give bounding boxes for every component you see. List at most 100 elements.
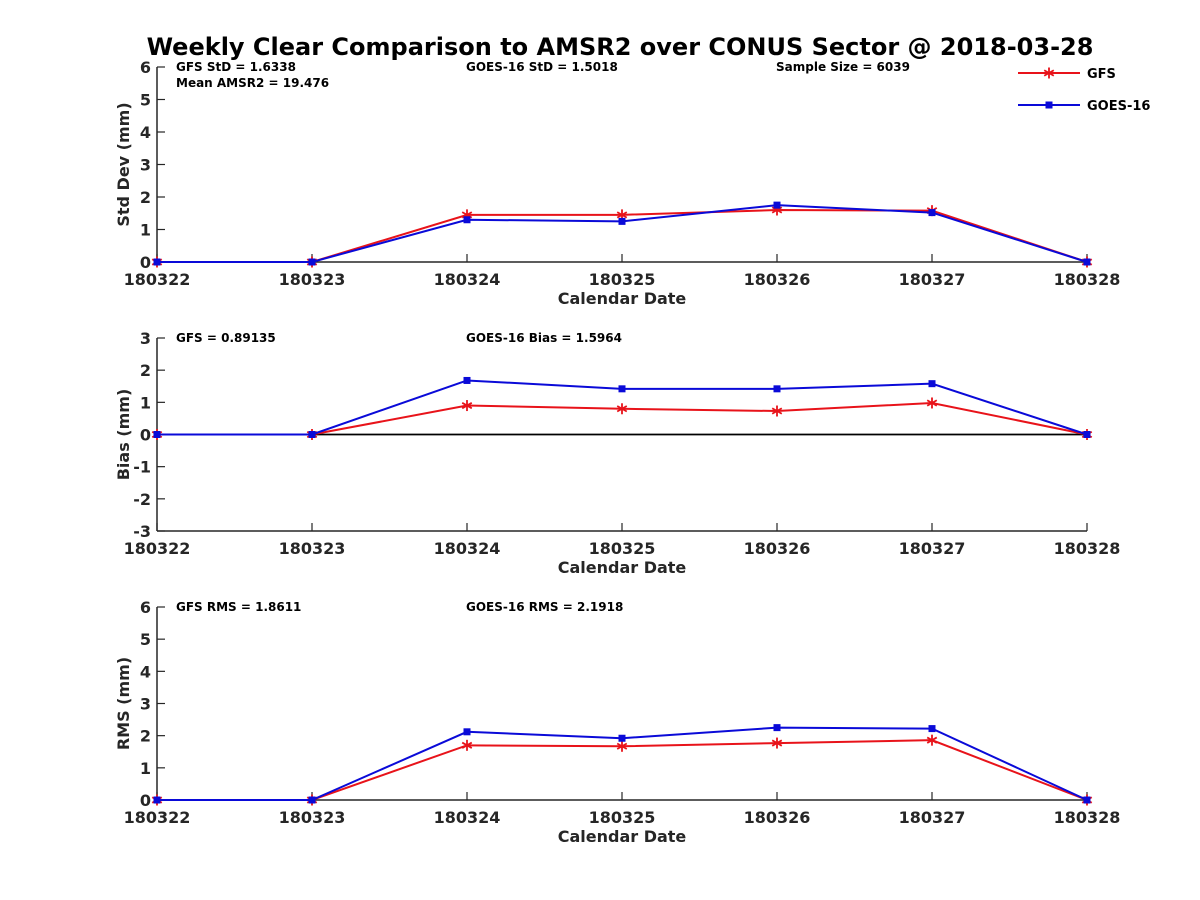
data-point bbox=[308, 258, 316, 266]
data-point bbox=[618, 385, 626, 393]
series-goes-16 bbox=[153, 376, 1091, 438]
data-point bbox=[1083, 258, 1091, 266]
stat-annotation: GOES-16 StD = 1.5018 bbox=[466, 60, 618, 74]
y-tick-label: 1 bbox=[140, 759, 151, 778]
y-tick-label: 2 bbox=[140, 361, 151, 380]
data-point bbox=[461, 739, 473, 751]
panel-2: -3 -2 -1 0 1 2 3 180322 180323 180324 180325 180326… bbox=[114, 329, 1120, 577]
data-point bbox=[616, 403, 628, 415]
y-tick-label: 4 bbox=[140, 123, 151, 142]
x-tick-label: 180323 bbox=[279, 270, 346, 289]
stat-annotation: GOES-16 Bias = 1.5964 bbox=[466, 331, 622, 345]
x-tick-label: 180327 bbox=[899, 270, 966, 289]
x-tick-label: 180323 bbox=[279, 808, 346, 827]
data-point bbox=[928, 380, 936, 388]
y-tick-label: 3 bbox=[140, 695, 151, 714]
data-point bbox=[308, 796, 316, 804]
data-point bbox=[153, 796, 161, 804]
data-point bbox=[773, 201, 781, 209]
data-point bbox=[463, 376, 471, 384]
x-tick-label: 180326 bbox=[744, 539, 811, 558]
y-tick-label: 1 bbox=[140, 221, 151, 240]
y-axis-label: Std Dev (mm) bbox=[114, 102, 133, 226]
y-tick-label: 4 bbox=[140, 662, 151, 681]
x-tick-label: 180326 bbox=[744, 270, 811, 289]
x-tick-label: 180325 bbox=[589, 808, 656, 827]
y-tick-label: 6 bbox=[140, 58, 151, 77]
y-axis-label: Bias (mm) bbox=[114, 389, 133, 481]
x-tick-label: 180322 bbox=[124, 808, 191, 827]
y-tick-label: -2 bbox=[133, 490, 151, 509]
legend-item-goes-16: GOES-16 bbox=[1018, 99, 1150, 114]
stat-annotation: GFS RMS = 1.8611 bbox=[176, 600, 301, 614]
y-tick-label: 5 bbox=[140, 630, 151, 649]
x-tick-label: 180328 bbox=[1054, 270, 1121, 289]
data-point bbox=[926, 397, 938, 409]
data-point bbox=[926, 734, 938, 746]
x-tick-label: 180324 bbox=[434, 808, 501, 827]
y-tick-label: 5 bbox=[140, 91, 151, 110]
x-tick-label: 180323 bbox=[279, 539, 346, 558]
legend-marker bbox=[1043, 67, 1055, 79]
x-tick-label: 180325 bbox=[589, 270, 656, 289]
y-tick-label: 0 bbox=[140, 253, 151, 272]
y-tick-label: 3 bbox=[140, 156, 151, 175]
y-tick-label: 2 bbox=[140, 727, 151, 746]
x-tick-label: 180324 bbox=[434, 539, 501, 558]
data-point bbox=[773, 724, 781, 732]
data-point bbox=[461, 400, 473, 412]
data-point bbox=[463, 216, 471, 224]
y-tick-label: 6 bbox=[140, 598, 151, 617]
panels: 0 1 2 3 4 5 6 180322 180323 180324 180325 180326 180… bbox=[114, 58, 1120, 846]
stat-annotation: Mean AMSR2 = 19.476 bbox=[176, 76, 329, 90]
x-tick-label: 180322 bbox=[124, 270, 191, 289]
stat-annotation: GFS = 0.89135 bbox=[176, 331, 276, 345]
x-tick-label: 180328 bbox=[1054, 539, 1121, 558]
y-tick-label: 1 bbox=[140, 393, 151, 412]
legend-label: GFS bbox=[1087, 67, 1116, 82]
x-tick-label: 180327 bbox=[899, 808, 966, 827]
data-point bbox=[616, 740, 628, 752]
y-tick-label: -3 bbox=[133, 522, 151, 541]
data-point bbox=[1083, 431, 1091, 438]
data-point bbox=[773, 385, 781, 393]
data-point bbox=[463, 728, 471, 736]
data-point bbox=[153, 431, 161, 438]
y-axis-label: RMS (mm) bbox=[114, 657, 133, 750]
panel-3: 0 1 2 3 4 5 6 180322 180323 180324 180325 180326 180… bbox=[114, 598, 1120, 846]
stat-annotation: GFS StD = 1.6338 bbox=[176, 60, 296, 74]
figure-title: Weekly Clear Comparison to AMSR2 over CO… bbox=[147, 33, 1094, 61]
y-tick-label: 0 bbox=[140, 426, 151, 445]
x-axis-label: Calendar Date bbox=[558, 289, 687, 308]
y-tick-label: 2 bbox=[140, 188, 151, 207]
legend: GFS GOES-16 bbox=[1018, 67, 1150, 114]
series-goes-16 bbox=[153, 201, 1091, 266]
x-axis-label: Calendar Date bbox=[558, 558, 687, 577]
x-tick-label: 180328 bbox=[1054, 808, 1121, 827]
series-goes-16 bbox=[153, 724, 1091, 804]
data-point bbox=[308, 431, 316, 438]
y-tick-label: 0 bbox=[140, 791, 151, 810]
data-point bbox=[618, 734, 626, 742]
data-point bbox=[771, 405, 783, 417]
x-axis-label: Calendar Date bbox=[558, 827, 687, 846]
legend-label: GOES-16 bbox=[1087, 99, 1150, 114]
data-point bbox=[153, 258, 161, 266]
x-tick-label: 180324 bbox=[434, 270, 501, 289]
data-point bbox=[928, 725, 936, 733]
y-tick-label: 3 bbox=[140, 329, 151, 348]
data-point bbox=[1083, 796, 1091, 804]
x-tick-label: 180325 bbox=[589, 539, 656, 558]
data-point bbox=[771, 737, 783, 749]
stat-annotation: Sample Size = 6039 bbox=[776, 60, 910, 74]
panel-1: 0 1 2 3 4 5 6 180322 180323 180324 180325 180326 180… bbox=[114, 58, 1120, 308]
x-tick-label: 180322 bbox=[124, 539, 191, 558]
legend-marker bbox=[1045, 101, 1053, 109]
y-tick-label: -1 bbox=[133, 458, 151, 477]
data-point bbox=[928, 209, 936, 217]
x-tick-label: 180326 bbox=[744, 808, 811, 827]
x-tick-label: 180327 bbox=[899, 539, 966, 558]
data-point bbox=[618, 217, 626, 225]
legend-item-gfs: GFS bbox=[1018, 67, 1116, 82]
